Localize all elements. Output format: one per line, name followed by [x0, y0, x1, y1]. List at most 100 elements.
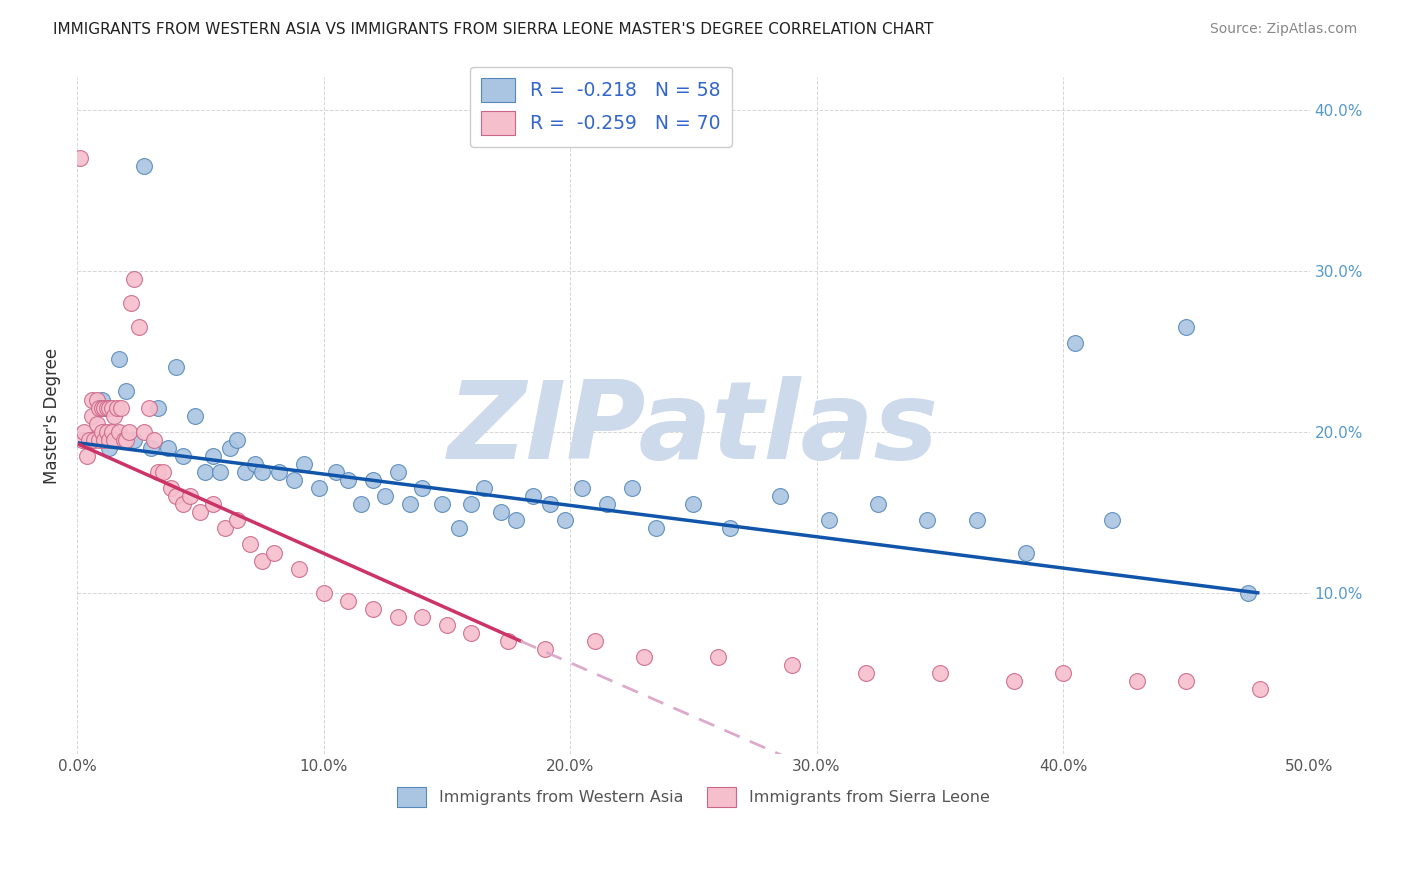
Point: [139, 441, 162, 455]
Point: [105, 401, 128, 415]
Point: [387, 465, 409, 479]
Point: [263, 545, 285, 559]
Point: [115, 433, 138, 447]
Point: [110, 401, 132, 415]
Text: Source: ZipAtlas.com: Source: ZipAtlas.com: [1209, 22, 1357, 37]
Point: [172, 449, 194, 463]
Point: [209, 465, 232, 479]
Point: [1101, 513, 1123, 527]
Point: [505, 513, 527, 527]
Point: [645, 521, 668, 535]
Point: [108, 352, 131, 367]
Point: [122, 272, 145, 286]
Point: [165, 360, 187, 375]
Point: [148, 465, 170, 479]
Point: [233, 465, 256, 479]
Point: [86, 392, 108, 407]
Point: [103, 409, 125, 423]
Point: [620, 481, 643, 495]
Point: [132, 159, 155, 173]
Point: [172, 497, 194, 511]
Point: [138, 401, 160, 415]
Point: [398, 497, 420, 511]
Point: [818, 513, 841, 527]
Point: [292, 457, 315, 471]
Legend: Immigrants from Western Asia, Immigrants from Sierra Leone: Immigrants from Western Asia, Immigrants…: [391, 780, 995, 814]
Point: [498, 634, 520, 648]
Point: [312, 586, 335, 600]
Point: [112, 433, 135, 447]
Point: [70, 433, 93, 447]
Point: [159, 481, 181, 495]
Point: [361, 473, 384, 487]
Point: [868, 497, 890, 511]
Point: [308, 481, 330, 495]
Point: [80, 409, 103, 423]
Point: [780, 658, 803, 673]
Point: [93, 433, 115, 447]
Point: [115, 384, 138, 399]
Point: [436, 618, 458, 632]
Point: [1126, 674, 1149, 689]
Point: [269, 465, 291, 479]
Point: [226, 513, 249, 527]
Point: [165, 489, 187, 503]
Point: [142, 433, 165, 447]
Point: [98, 441, 121, 455]
Point: [98, 401, 121, 415]
Point: [288, 562, 311, 576]
Point: [83, 433, 105, 447]
Point: [80, 433, 103, 447]
Point: [430, 497, 453, 511]
Point: [682, 497, 704, 511]
Point: [337, 594, 360, 608]
Point: [718, 521, 741, 535]
Point: [855, 666, 877, 681]
Point: [128, 320, 150, 334]
Point: [460, 497, 482, 511]
Point: [100, 425, 122, 439]
Point: [90, 401, 112, 415]
Point: [966, 513, 988, 527]
Point: [411, 610, 433, 624]
Point: [96, 425, 118, 439]
Point: [283, 473, 305, 487]
Point: [100, 401, 122, 415]
Point: [243, 457, 266, 471]
Point: [472, 481, 495, 495]
Text: IMMIGRANTS FROM WESTERN ASIA VS IMMIGRANTS FROM SIERRA LEONE MASTER'S DEGREE COR: IMMIGRANTS FROM WESTERN ASIA VS IMMIGRAN…: [53, 22, 934, 37]
Point: [1249, 682, 1271, 697]
Point: [1175, 320, 1198, 334]
Point: [571, 481, 593, 495]
Point: [69, 151, 91, 165]
Point: [214, 521, 236, 535]
Point: [460, 626, 482, 640]
Point: [201, 449, 224, 463]
Point: [239, 537, 262, 551]
Point: [80, 392, 103, 407]
Point: [90, 425, 112, 439]
Point: [374, 489, 396, 503]
Point: [89, 401, 111, 415]
Point: [79, 433, 101, 447]
Point: [1015, 545, 1038, 559]
Point: [184, 409, 207, 423]
Point: [226, 433, 249, 447]
Point: [108, 425, 131, 439]
Point: [201, 497, 224, 511]
Point: [89, 433, 111, 447]
Point: [387, 610, 409, 624]
Point: [928, 666, 950, 681]
Point: [96, 401, 118, 415]
Point: [337, 473, 360, 487]
Point: [157, 441, 180, 455]
Point: [1002, 674, 1025, 689]
Point: [534, 642, 557, 657]
Point: [250, 553, 273, 567]
Point: [194, 465, 217, 479]
Point: [917, 513, 939, 527]
Point: [73, 425, 96, 439]
Point: [132, 425, 155, 439]
Point: [522, 489, 544, 503]
Point: [93, 401, 115, 415]
